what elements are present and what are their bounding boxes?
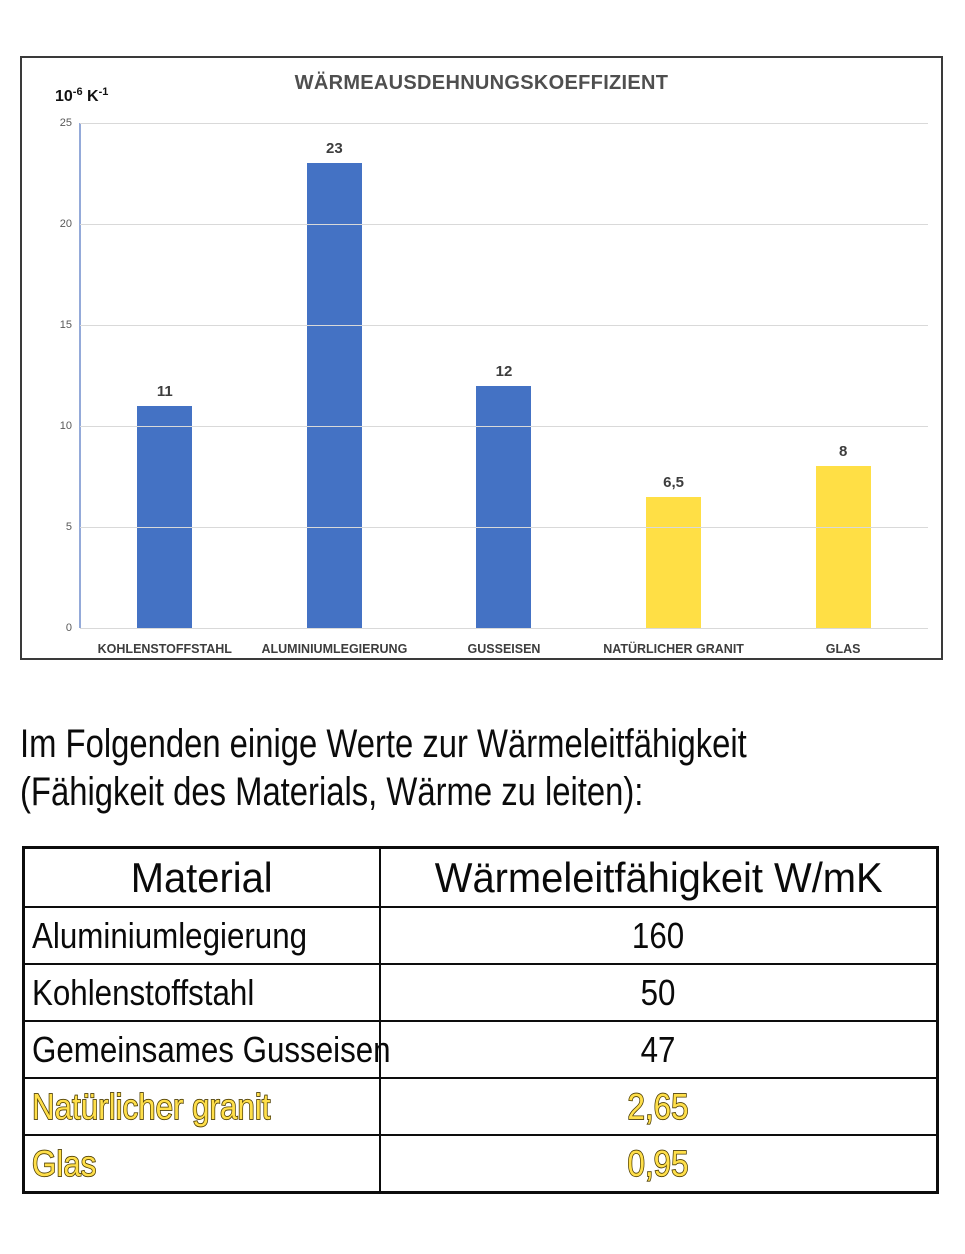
bar-slot: 23 [250, 123, 420, 628]
header-conductivity: Wärmeleitfähigkeit W/mK [378, 846, 939, 908]
plot-area: 11 23 12 6,5 8 [79, 123, 928, 629]
material-cell: Kohlenstoffstahl [22, 963, 381, 1022]
bar-value-label: 6,5 [663, 473, 684, 491]
table-row: Natürlicher granit 2,65 [22, 1077, 939, 1136]
bar-slot: 8 [758, 123, 928, 628]
intro-paragraph: Im Folgenden einige Werte zur Wärmeleitf… [20, 720, 906, 816]
table-body: Aluminiumlegierung 160 Kohlenstoffstahl 50 G… [22, 906, 939, 1194]
bars-row: 11 23 12 6,5 8 [80, 123, 928, 628]
gridline [80, 527, 928, 528]
value-text: 160 [632, 914, 685, 956]
bar-value-label: 23 [326, 140, 343, 158]
material-cell: Gemeinsames Gusseisen [22, 1020, 391, 1079]
y-tick-label: 15 [59, 319, 72, 331]
value-text: 47 [640, 1028, 676, 1070]
value-cell: 160 [378, 906, 939, 965]
unit-kelvin: K [87, 88, 99, 105]
bar-gusseisen [476, 385, 532, 628]
x-tick-label: GLAS [825, 642, 861, 656]
table-row: Glas 0,95 [22, 1134, 939, 1194]
y-tick-label: 25 [59, 117, 72, 129]
value-cell: 50 [378, 963, 939, 1022]
material-text: Kohlenstoffstahl [32, 971, 255, 1013]
value-cell: 2,65 [378, 1077, 939, 1136]
bar-slot: 12 [419, 123, 589, 628]
y-tick-label: 20 [59, 218, 72, 230]
x-tick-label: NATÜRLICHER GRANIT [603, 642, 744, 656]
conductivity-table: Material Wärmeleitfähigkeit W/mK Alumini… [22, 846, 939, 1194]
unit-exponent: -6 [72, 86, 83, 98]
gridline [80, 628, 928, 629]
paragraph-line-2: (Fähigkeit des Materials, Wärme zu leite… [20, 770, 644, 814]
value-text: 2,65 [627, 1085, 689, 1128]
gridline [80, 224, 928, 225]
bar-glas [815, 466, 871, 628]
x-tick-label: KOHLENSTOFFSTAHL [97, 642, 232, 656]
table-row: Gemeinsames Gusseisen 47 [22, 1020, 939, 1079]
value-cell: 47 [378, 1020, 939, 1079]
gridline [80, 325, 928, 326]
chart-title: WÄRMEAUSDEHNUNGSKOEFFIZIENT [294, 72, 669, 94]
bar-nat-rlicher-granit [646, 496, 702, 628]
bar-kohlenstoffstahl [137, 405, 193, 628]
bar-slot: 6,5 [589, 123, 759, 628]
material-cell: Glas [22, 1134, 381, 1194]
header-material: Material [22, 846, 381, 908]
material-cell: Natürlicher granit [22, 1077, 381, 1136]
unit-kelvin-exponent: -1 [98, 86, 109, 98]
x-axis-labels: KOHLENSTOFFSTAHL ALUMINIUMLEGIERUNG GUSSEI… [80, 642, 928, 656]
value-text: 0,95 [627, 1142, 689, 1185]
material-text: Gemeinsames Gusseisen [32, 1028, 391, 1070]
material-text: Natürlicher granit [31, 1085, 271, 1128]
x-tick-label: GUSSEISEN [467, 642, 541, 656]
y-tick-label: 10 [59, 420, 72, 432]
x-tick-label: ALUMINIUMLEGIERUNG [261, 642, 408, 656]
y-axis-unit-label: 10-6 K-1 [55, 86, 108, 106]
material-text: Aluminiumlegierung [32, 914, 308, 956]
paragraph-line-1: Im Folgenden einige Werte zur Wärmeleitf… [20, 722, 747, 766]
gridline [80, 426, 928, 427]
material-cell: Aluminiumlegierung [22, 906, 381, 965]
y-tick-label: 0 [65, 622, 72, 634]
y-axis-line [79, 123, 81, 628]
y-tick-label: 5 [65, 521, 72, 533]
bar-slot: 11 [80, 123, 250, 628]
table-row: Kohlenstoffstahl 50 [22, 963, 939, 1022]
table-header-row: Material Wärmeleitfähigkeit W/mK [22, 846, 939, 908]
bar-value-label: 12 [495, 362, 513, 380]
value-text: 50 [640, 971, 676, 1013]
gridline [80, 123, 928, 124]
value-cell: 0,95 [378, 1134, 939, 1194]
material-text: Glas [31, 1142, 97, 1185]
table-row: Aluminiumlegierung 160 [22, 906, 939, 965]
bar-value-label: 8 [839, 443, 848, 461]
y-axis-labels: 0 5 10 15 20 25 [44, 117, 72, 634]
unit-base: 10 [55, 88, 73, 105]
bar-value-label: 11 [156, 382, 173, 400]
bar-aluminiumlegierung [306, 163, 362, 628]
